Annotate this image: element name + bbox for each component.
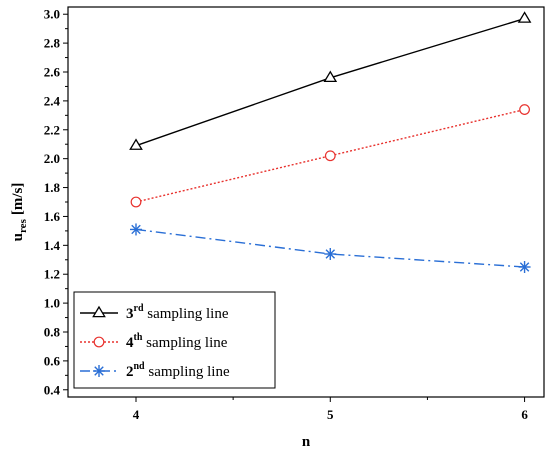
legend-label: 2nd sampling line (126, 361, 230, 380)
x-tick-label: 5 (327, 407, 334, 422)
data-point-s3 (129, 138, 143, 150)
data-point-s2 (518, 261, 531, 273)
y-tick-label: 1.0 (44, 296, 60, 311)
legend-label-suffix: rd (134, 303, 144, 314)
y-axis-title-subscript: res (17, 218, 29, 233)
series-line-s4 (135, 108, 525, 203)
legend-entry-s4: 4th sampling line (80, 332, 228, 351)
y-tick-label: 0.6 (44, 353, 61, 368)
y-tick-label: 0.4 (44, 382, 61, 397)
x-tick-label: 6 (521, 407, 528, 422)
series-s2 (130, 223, 531, 273)
data-point-s4 (130, 196, 142, 208)
series-s4 (130, 104, 530, 208)
y-tick-label: 3.0 (44, 7, 60, 22)
legend-label-text: sampling line (142, 335, 227, 351)
x-axis-title: n (302, 434, 311, 450)
legend-label-text: sampling line (144, 306, 229, 322)
asterisk-stroke (325, 249, 336, 259)
legend-marker (93, 336, 105, 348)
data-point-s2 (324, 248, 337, 260)
data-point-s4 (324, 150, 336, 162)
y-tick-label: 1.6 (44, 209, 61, 224)
y-tick-label: 2.0 (44, 151, 60, 166)
asterisk-stroke (519, 262, 530, 272)
legend-entry-s2: 2nd sampling line (80, 361, 230, 380)
y-axis-title-unit: [m/s] (10, 183, 26, 216)
series-s3 (129, 11, 532, 150)
legend-marker (92, 305, 106, 318)
asterisk-stroke (131, 224, 141, 235)
legend-label-number: 2 (126, 364, 134, 380)
asterisk-stroke (94, 366, 104, 376)
x-axis: 4 5 6 (133, 397, 528, 422)
y-tick-label: 2.6 (44, 65, 61, 80)
y-tick-label: 1.4 (44, 238, 61, 253)
y-tick-label: 2.2 (44, 122, 60, 137)
legend-label: 4th sampling line (126, 332, 228, 351)
series-layer (129, 11, 532, 273)
legend-box (73, 291, 276, 389)
legend-label-number: 4 (126, 335, 134, 351)
x-tick-label: 4 (133, 407, 140, 422)
data-point-s3 (323, 70, 338, 83)
y-tick-label: 1.2 (44, 267, 60, 282)
y-tick-label: 2.8 (44, 36, 61, 51)
data-point-s4 (519, 104, 530, 115)
legend-label-text: sampling line (145, 364, 230, 380)
legend-label: 3rd sampling line (126, 303, 229, 322)
series-line-s3 (135, 17, 525, 147)
y-tick-label: 1.8 (44, 180, 61, 195)
legend-entry-s3: 3rd sampling line (80, 303, 229, 322)
y-tick-label: 2.4 (44, 93, 61, 108)
y-axis-title-symbol: u (10, 233, 26, 241)
legend-label-suffix: nd (134, 361, 146, 372)
y-axis-title: ures [m/s] (10, 183, 29, 242)
data-point-s2 (130, 223, 142, 236)
data-point-s3 (517, 11, 532, 23)
legend-label-suffix: th (134, 332, 143, 343)
y-tick-label: 0.8 (44, 325, 61, 340)
legend-label-number: 3 (126, 306, 134, 322)
legend-marker (93, 365, 105, 377)
y-axis: 0.4 0.6 0.8 1.0 1.2 1.4 1.6 1.8 2.0 2.2 2.4 2.6 2.8 3… (44, 7, 68, 397)
